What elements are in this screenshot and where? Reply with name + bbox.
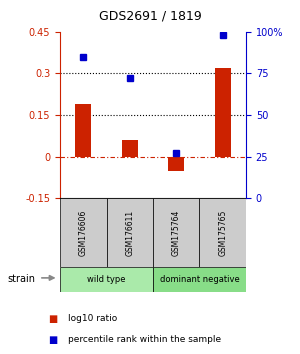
Text: ■: ■ xyxy=(48,335,57,345)
Text: GSM176611: GSM176611 xyxy=(125,210,134,256)
Bar xyxy=(153,267,246,292)
Text: GSM176606: GSM176606 xyxy=(79,210,88,256)
Bar xyxy=(168,156,184,171)
Bar xyxy=(60,267,153,292)
Text: strain: strain xyxy=(8,274,35,284)
Text: dominant negative: dominant negative xyxy=(160,275,239,284)
Text: GSM175765: GSM175765 xyxy=(218,210,227,256)
Bar xyxy=(214,68,231,156)
Text: wild type: wild type xyxy=(87,275,126,284)
Bar xyxy=(75,104,92,156)
Bar xyxy=(106,198,153,267)
Text: GSM175764: GSM175764 xyxy=(172,210,181,256)
Bar xyxy=(122,140,138,156)
Text: GDS2691 / 1819: GDS2691 / 1819 xyxy=(99,10,201,22)
Bar xyxy=(200,198,246,267)
Bar xyxy=(153,198,200,267)
Text: log10 ratio: log10 ratio xyxy=(68,314,117,323)
Text: ■: ■ xyxy=(48,314,57,324)
Text: percentile rank within the sample: percentile rank within the sample xyxy=(68,335,220,344)
Bar xyxy=(60,198,106,267)
